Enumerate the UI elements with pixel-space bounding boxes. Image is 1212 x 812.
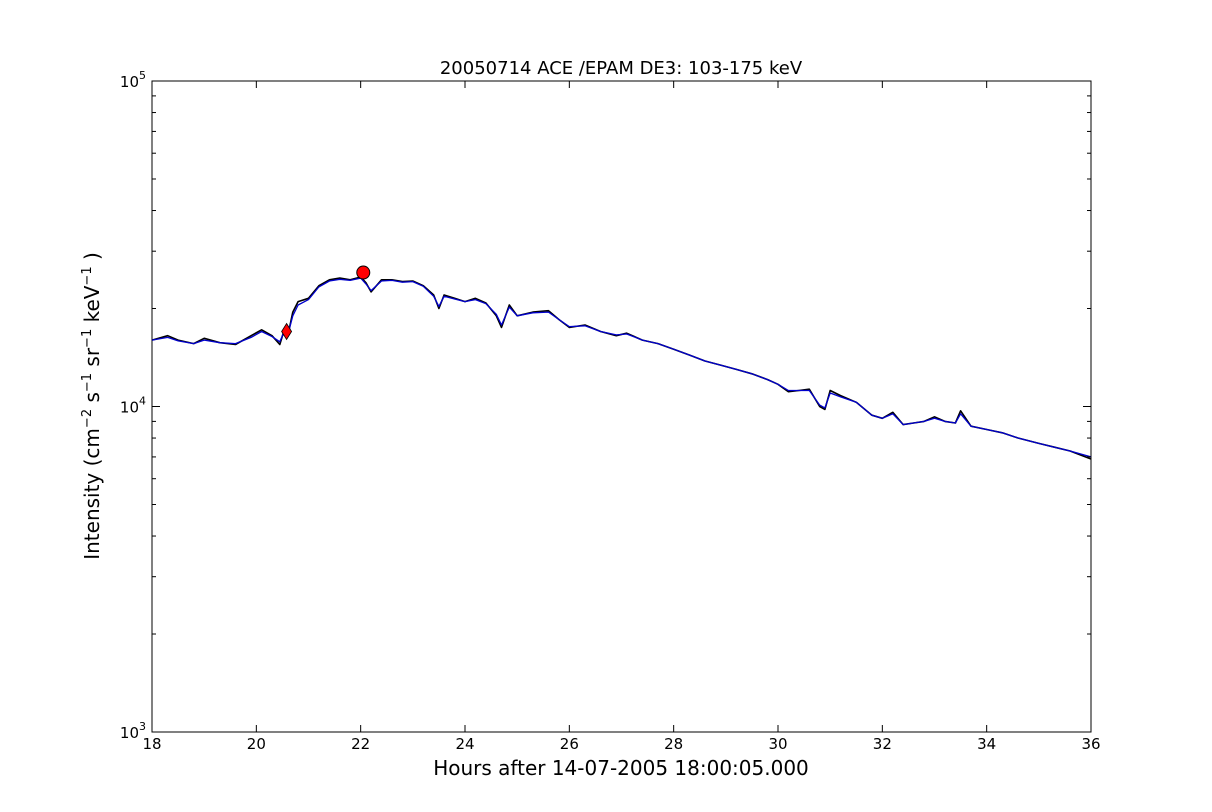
y-tick-label: 103 xyxy=(120,720,146,742)
onset-marker-diamond xyxy=(281,322,293,341)
x-axis-label: Hours after 14-07-2005 18:00:05.000 xyxy=(433,756,809,780)
x-tick-label: 18 xyxy=(142,735,161,753)
series-line-1 xyxy=(151,277,1092,458)
peak-marker-circle xyxy=(356,265,371,280)
x-tick-label: 22 xyxy=(351,735,370,753)
series-line-0 xyxy=(151,276,1092,460)
x-tick-label: 20 xyxy=(247,735,266,753)
y-tick-label: 105 xyxy=(120,69,146,91)
x-tick-label: 32 xyxy=(873,735,892,753)
x-tick-label: 26 xyxy=(560,735,579,753)
x-tick-label: 28 xyxy=(664,735,683,753)
chart-title: 20050714 ACE /EPAM DE3: 103-175 keV xyxy=(440,58,803,79)
plot-area-frame xyxy=(151,80,1092,733)
marker-layer xyxy=(281,265,371,341)
y-axis: 103 104 105 xyxy=(120,69,1091,742)
x-tick-label: 24 xyxy=(455,735,474,753)
x-tick-label: 36 xyxy=(1081,735,1100,753)
series-layer xyxy=(151,276,1092,460)
y-tick-label: 104 xyxy=(120,395,146,417)
x-tick-label: 30 xyxy=(768,735,787,753)
x-axis: 18 20 22 24 26 28 30 32 34 36 xyxy=(142,81,1101,753)
x-tick-label: 34 xyxy=(977,735,996,753)
y-axis-label: Intensity (cm−2 s−1 sr−1 keV−1 ) xyxy=(80,252,104,560)
